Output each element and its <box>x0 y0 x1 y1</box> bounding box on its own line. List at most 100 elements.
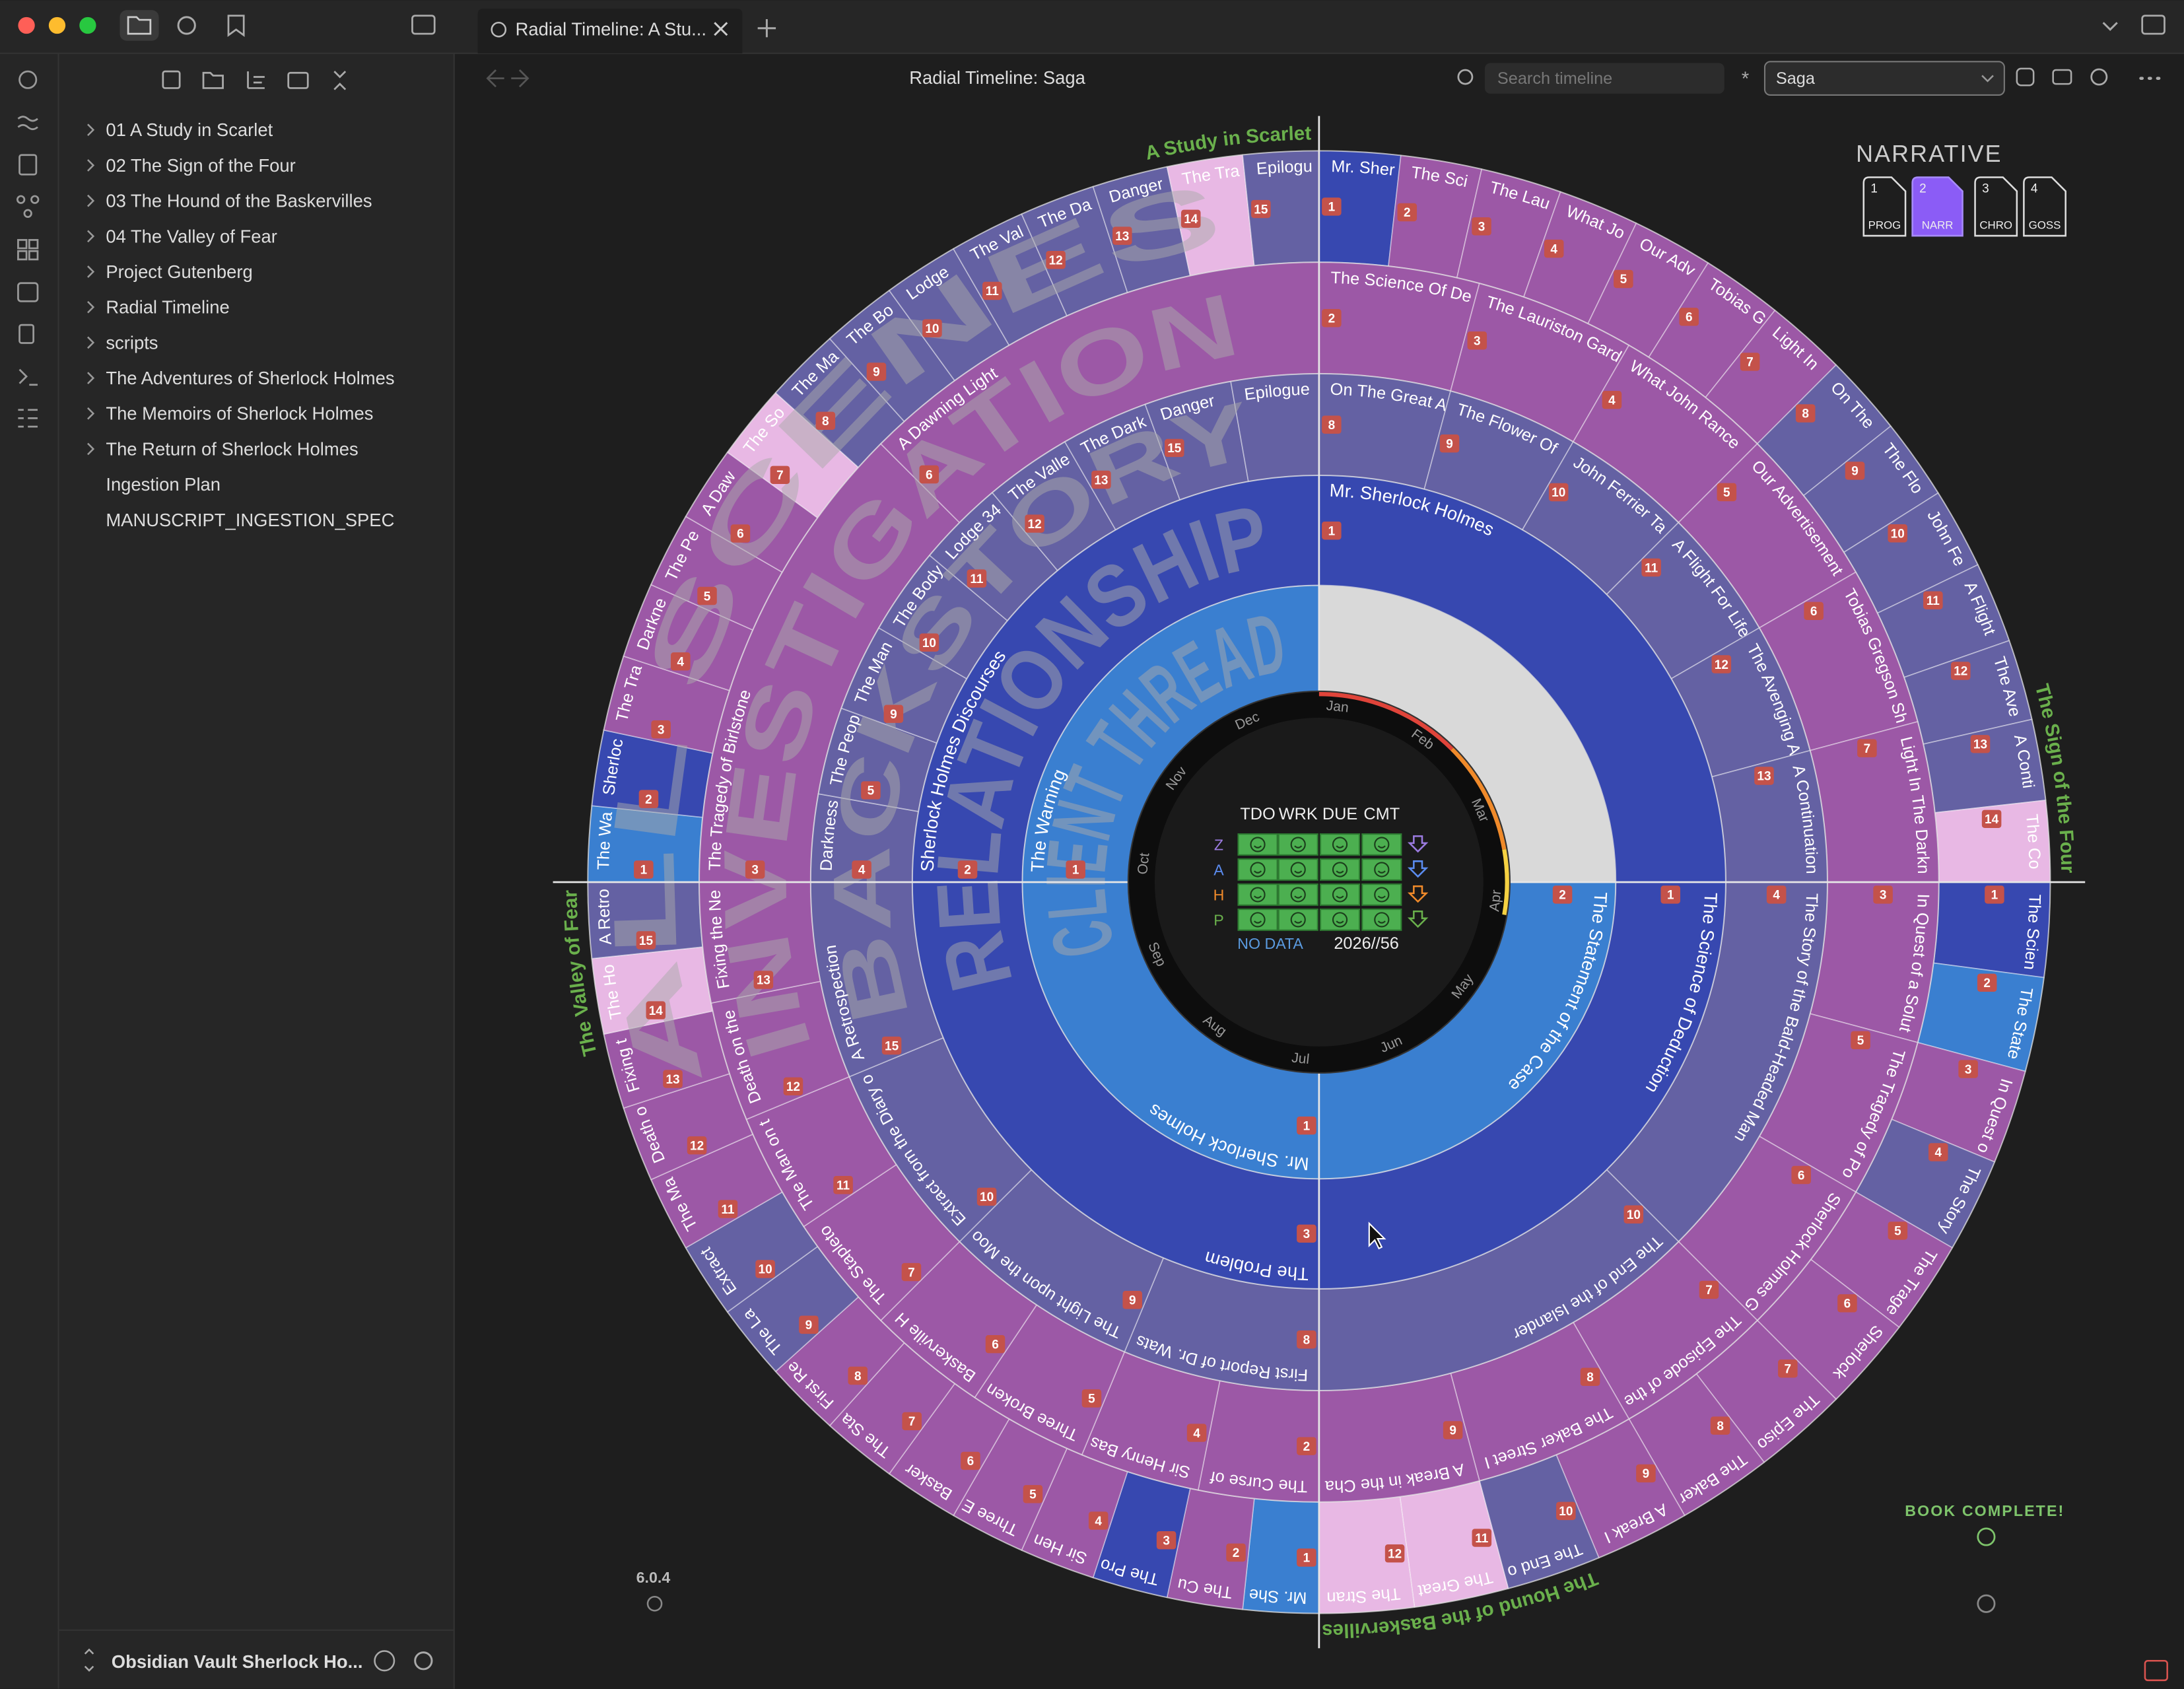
folder-item[interactable]: 01 A Study in Scarlet <box>106 120 273 140</box>
scene-number: 5 <box>1029 1488 1037 1502</box>
sync-status[interactable] <box>2144 1660 2168 1682</box>
mode-number: 3 <box>1982 182 1989 196</box>
scene-number-badge <box>1081 1389 1102 1408</box>
scene-number: 3 <box>751 864 759 878</box>
files-tab-button[interactable] <box>119 10 159 41</box>
folder-item[interactable]: Radial Timeline <box>106 297 229 318</box>
new-tab[interactable] <box>757 19 776 38</box>
ribbon-terminal[interactable] <box>18 368 38 386</box>
help-icon[interactable] <box>1977 1594 1996 1613</box>
asterisk-button[interactable]: * <box>1742 68 1750 90</box>
scene-number: 6 <box>992 1338 999 1352</box>
folder-chevron <box>87 442 95 456</box>
command-button[interactable] <box>2016 67 2035 86</box>
ribbon-grid[interactable] <box>17 239 28 250</box>
scene-number-badge <box>1970 735 1991 753</box>
status-smile <box>1254 870 1262 874</box>
bookmark-icon[interactable] <box>227 15 245 37</box>
sort-button[interactable] <box>247 71 265 89</box>
folder-item[interactable]: The Return of Sherlock Holmes <box>106 438 358 459</box>
search-input[interactable] <box>1484 63 1724 94</box>
ribbon-calendar[interactable] <box>17 282 39 302</box>
vault-switcher[interactable] <box>84 1648 94 1672</box>
ribbon-graph[interactable] <box>16 195 26 204</box>
help-button[interactable] <box>374 1650 395 1672</box>
minimize-button[interactable] <box>48 17 66 34</box>
scene-number: 4 <box>858 864 866 878</box>
zoom-button[interactable] <box>79 17 96 34</box>
scene-number: 9 <box>805 1319 813 1332</box>
ribbon-copy[interactable] <box>18 324 35 344</box>
right-sidebar-toggle[interactable] <box>2141 15 2166 35</box>
scene-number: 13 <box>757 974 770 988</box>
mode-tab[interactable] <box>1862 176 1907 237</box>
print-button[interactable] <box>2052 69 2072 85</box>
folder-item[interactable]: The Memoirs of Sherlock Holmes <box>106 403 373 424</box>
tab-list[interactable] <box>2102 22 2118 31</box>
new-note[interactable] <box>162 70 181 89</box>
status-smiley <box>1374 912 1390 928</box>
scene-number: 15 <box>1167 442 1182 456</box>
scene-number-badge <box>1985 885 2004 904</box>
mode-tab[interactable] <box>1911 176 1963 237</box>
mode-tab[interactable] <box>2023 176 2066 237</box>
scene-number: 5 <box>1620 273 1627 287</box>
scene-number-badge <box>1950 662 1971 680</box>
folder-item[interactable]: 04 The Valley of Fear <box>106 226 277 246</box>
folder-item[interactable]: scripts <box>106 332 158 353</box>
auto-reveal[interactable] <box>287 71 309 89</box>
scene-number: 2 <box>1404 206 1411 220</box>
scene-number: 12 <box>1715 658 1728 672</box>
scene-number-badge <box>1837 1294 1857 1313</box>
no-data-label: NO DATA <box>1237 935 1303 952</box>
close-button[interactable] <box>18 17 35 34</box>
scene-number-badge <box>1851 1031 1870 1050</box>
mode-tab[interactable] <box>1974 176 2018 237</box>
folder-item[interactable]: Project Gutenberg <box>106 261 252 282</box>
status-column: CMT <box>1363 805 1400 823</box>
bug-icon[interactable] <box>646 1595 663 1612</box>
active-tab[interactable] <box>477 9 743 53</box>
scene-number-badge <box>1552 885 1573 904</box>
nav-back[interactable] <box>486 69 504 88</box>
ribbon-radial[interactable] <box>18 70 38 89</box>
scene-number: 7 <box>1785 1363 1792 1377</box>
scene-number: 3 <box>1478 221 1485 234</box>
folder-chevron <box>87 194 95 207</box>
status-smile <box>1377 920 1386 924</box>
scene-number-badge <box>901 1262 922 1282</box>
file-item[interactable]: MANUSCRIPT_INGESTION_SPEC <box>106 510 394 530</box>
scene-number-badge <box>1804 602 1824 621</box>
tab-close[interactable] <box>714 22 728 36</box>
status-smiley <box>1290 837 1306 852</box>
scene-label-text: A Retro <box>594 889 615 946</box>
folder-item[interactable]: 02 The Sign of the Four <box>106 155 295 176</box>
status-trend-arrow <box>1407 910 1429 928</box>
status-smile <box>1336 870 1344 874</box>
search-icon[interactable] <box>177 16 196 35</box>
folder-item[interactable]: 03 The Hound of the Baskervilles <box>106 191 372 211</box>
vault-settings[interactable] <box>414 1651 433 1671</box>
nav-forward[interactable] <box>511 69 529 88</box>
sidebar-toggle[interactable] <box>411 15 436 35</box>
settings-button[interactable] <box>2090 68 2108 86</box>
ribbon-graph-node <box>23 209 32 218</box>
scene-number-badge <box>1397 203 1417 222</box>
complete-icon <box>1977 1527 1996 1546</box>
scene-number: 8 <box>822 415 829 429</box>
file-item[interactable]: Ingestion Plan <box>106 474 221 495</box>
scene-number: 6 <box>1686 311 1693 325</box>
scene-number-badge <box>1297 1116 1316 1135</box>
ribbon-list[interactable] <box>18 409 38 428</box>
new-folder[interactable] <box>202 71 224 89</box>
folder-item[interactable]: The Adventures of Sherlock Holmes <box>106 368 394 388</box>
scene-number-badge <box>1679 308 1699 326</box>
scene-number: 4 <box>1193 1427 1200 1441</box>
scene-number: 8 <box>1328 419 1336 432</box>
collapse-all[interactable] <box>333 71 347 90</box>
scene-number: 9 <box>1449 1424 1456 1438</box>
scene-number: 13 <box>666 1073 680 1087</box>
ribbon-document[interactable] <box>18 154 38 176</box>
ribbon-waves[interactable] <box>17 116 38 131</box>
mode-select[interactable] <box>1763 61 2005 96</box>
